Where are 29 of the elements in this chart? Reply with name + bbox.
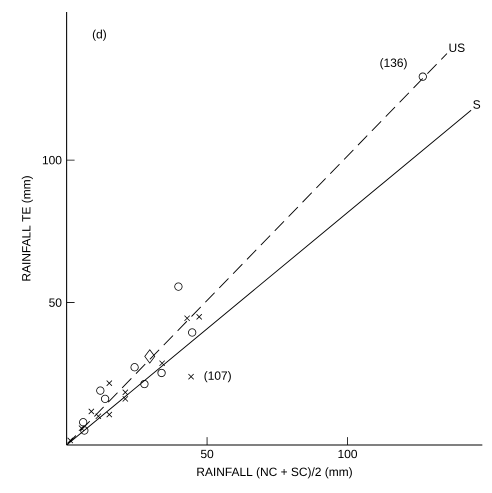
point bbox=[184, 315, 190, 322]
point bbox=[106, 412, 113, 418]
point bbox=[79, 418, 88, 426]
point bbox=[106, 380, 113, 386]
point bbox=[78, 425, 85, 432]
point bbox=[101, 394, 110, 403]
series-label: US bbox=[450, 44, 465, 52]
point bbox=[174, 282, 183, 291]
y-axis-title: RAINFALL TE (mm) bbox=[22, 176, 34, 281]
point bbox=[122, 389, 129, 396]
annotation: (d) bbox=[93, 30, 106, 41]
series-label: S bbox=[473, 100, 480, 109]
point bbox=[96, 386, 105, 395]
point bbox=[80, 426, 89, 435]
point bbox=[88, 408, 95, 414]
x-axis-title: RAINFALL (NC + SC)/2 (mm) bbox=[197, 467, 352, 478]
point bbox=[196, 314, 202, 320]
point bbox=[140, 380, 149, 388]
point bbox=[188, 374, 194, 380]
point bbox=[188, 328, 196, 337]
point bbox=[159, 360, 166, 366]
point bbox=[96, 413, 102, 420]
point bbox=[122, 396, 129, 402]
point bbox=[144, 349, 156, 364]
point bbox=[418, 72, 428, 81]
point bbox=[158, 368, 166, 378]
annotation: (107) bbox=[204, 371, 232, 382]
point bbox=[130, 363, 139, 372]
annotation: (136) bbox=[380, 58, 407, 70]
